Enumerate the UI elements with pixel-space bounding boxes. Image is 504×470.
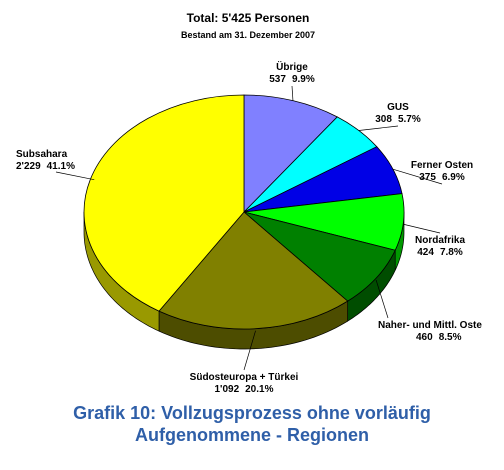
percent-label: 41.1% <box>47 161 75 172</box>
percent-label: 6.9% <box>442 172 465 183</box>
value-label: 375 <box>419 172 436 183</box>
slice-label: Naher- und Mittl. Oste <box>378 320 482 331</box>
slice-label: Subsahara <box>16 149 68 160</box>
leader-line <box>358 125 399 131</box>
slice <box>158 211 349 330</box>
value-label: 1'092 <box>215 384 240 395</box>
slice-label: Nordafrika <box>415 235 465 246</box>
slice <box>83 94 245 312</box>
slice-value: 1'092 20.1% <box>215 384 274 395</box>
slice-label: Übrige <box>276 60 308 73</box>
slice-value: 2'229 41.1% <box>16 161 75 172</box>
leader-line <box>243 330 256 371</box>
value-label: 308 <box>375 114 392 125</box>
percent-label: 7.8% <box>440 247 463 258</box>
slice-value: 460 8.5% <box>416 332 462 343</box>
value-label: 460 <box>416 332 433 343</box>
slice-label: GUS <box>387 102 409 113</box>
percent-label: 5.7% <box>398 114 421 125</box>
slice-label: Ferner Osten <box>411 160 473 171</box>
chart-title: Total: 5'425 Personen <box>187 11 310 25</box>
slice-value: 537 9.9% <box>269 74 315 85</box>
value-label: 537 <box>269 74 286 85</box>
slice-value: 424 7.8% <box>417 247 463 258</box>
slice-value: 308 5.7% <box>375 114 421 125</box>
chart: Total: 5'425 Personen Bestand am 31. Dez… <box>16 11 482 395</box>
slice <box>243 211 396 302</box>
leader-line <box>55 171 95 181</box>
leader-line <box>392 168 443 185</box>
chart-subtitle: Bestand am 31. Dezember 2007 <box>181 30 315 40</box>
leader-line <box>291 85 294 101</box>
slice <box>243 94 338 213</box>
percent-label: 8.5% <box>439 332 462 343</box>
caption: Grafik 10: Vollzugsprozess ohne vorläufi… <box>73 403 431 445</box>
percent-label: 20.1% <box>245 384 273 395</box>
percent-label: 9.9% <box>292 74 315 85</box>
value-label: 424 <box>417 247 434 258</box>
value-label: 2'229 <box>16 161 41 172</box>
slice-value: 375 6.9% <box>419 172 465 183</box>
slice-label: Südosteuropa + Türkei <box>190 372 299 383</box>
leader-line <box>375 279 389 319</box>
leader-line <box>403 223 441 234</box>
